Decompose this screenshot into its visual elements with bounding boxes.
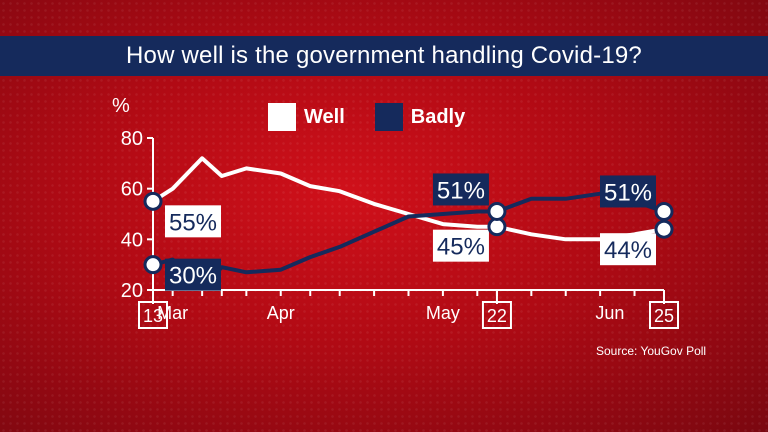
chart-title: How well is the government handling Covi… xyxy=(126,42,642,69)
x-day-box xyxy=(649,301,679,329)
y-tick-label: 40 xyxy=(121,229,143,251)
data-label: 55% xyxy=(169,209,217,236)
x-day-label: 25 xyxy=(654,306,674,326)
data-label-box xyxy=(432,173,489,206)
data-point-marker xyxy=(143,255,163,275)
data-point-marker xyxy=(487,201,507,221)
x-month-label: Jun xyxy=(595,303,624,323)
x-day-box xyxy=(481,301,512,329)
legend-label-badly: Badly xyxy=(410,105,466,128)
x-day-label: 13 xyxy=(143,306,163,326)
legend-swatch-well xyxy=(268,103,296,131)
data-point-marker xyxy=(654,201,674,221)
data-point-marker xyxy=(654,219,674,239)
x-month-label: Mar xyxy=(157,303,188,323)
x-day-label: 22 xyxy=(487,306,507,326)
data-label-box xyxy=(165,205,221,238)
data-label-box xyxy=(600,233,656,266)
x-day-box xyxy=(138,301,168,329)
series-line-well xyxy=(151,156,666,242)
y-tick-label: 80 xyxy=(121,128,143,150)
data-label: 44% xyxy=(604,237,652,264)
data-label-box xyxy=(600,175,656,208)
legend-item-well: Well xyxy=(268,103,345,131)
y-tick-label: 60 xyxy=(121,179,143,201)
legend-label-well: Well xyxy=(304,105,345,128)
y-axis-unit: % xyxy=(112,95,130,117)
data-label-box xyxy=(165,258,221,291)
data-label: 51% xyxy=(437,177,485,204)
x-month-label: Apr xyxy=(267,303,295,323)
data-label-box xyxy=(432,229,489,262)
title-bar: How well is the government handling Covi… xyxy=(0,36,768,76)
data-point-marker xyxy=(487,217,507,237)
data-point-marker xyxy=(143,191,163,211)
y-tick-label: 20 xyxy=(121,280,143,302)
data-label: 45% xyxy=(437,234,485,261)
source-note: Source: YouGov Poll xyxy=(596,344,707,358)
legend-swatch-badly xyxy=(374,103,403,131)
x-month-label: May xyxy=(426,303,460,323)
data-label: 51% xyxy=(604,179,652,206)
legend: Well Badly xyxy=(268,103,495,131)
data-label: 30% xyxy=(169,263,217,290)
legend-item-badly: Badly xyxy=(374,103,466,131)
